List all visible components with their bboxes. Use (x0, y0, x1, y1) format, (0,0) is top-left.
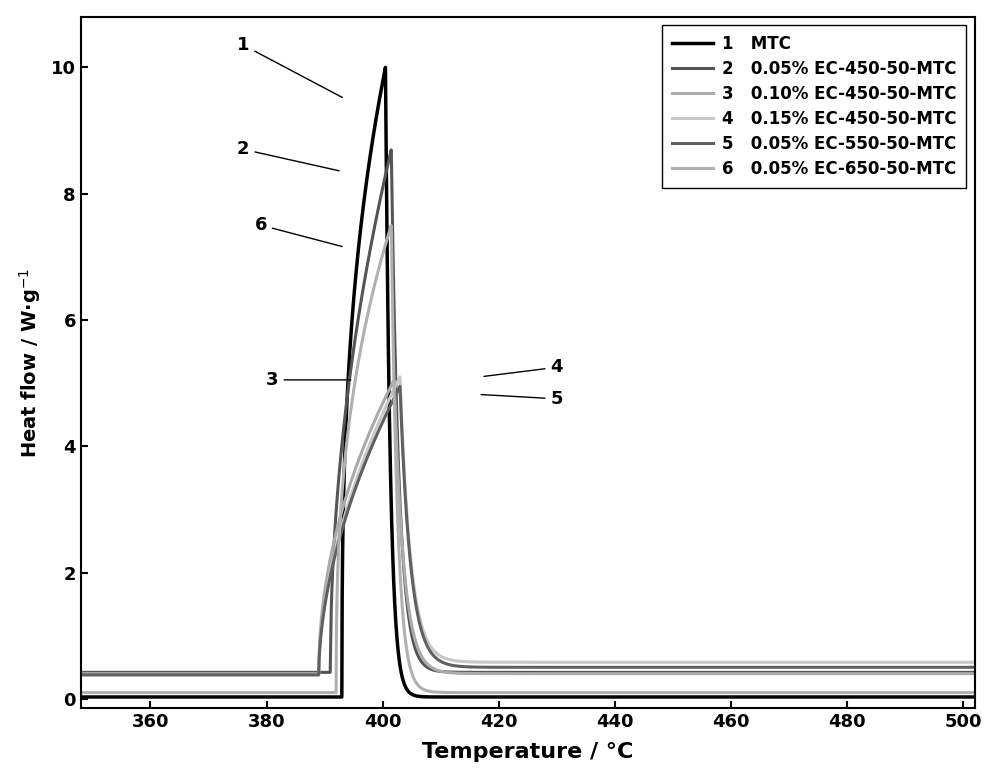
Legend: 1   MTC, 2   0.05% EC-450-50-MTC, 3   0.10% EC-450-50-MTC, 4   0.15% EC-450-50-M: 1 MTC, 2 0.05% EC-450-50-MTC, 3 0.10% EC… (662, 25, 966, 188)
Y-axis label: Heat flow / W·g$^{-1}$: Heat flow / W·g$^{-1}$ (17, 267, 43, 457)
Text: 3: 3 (266, 371, 351, 389)
Text: 2: 2 (237, 140, 339, 171)
Text: 4: 4 (484, 358, 563, 376)
Text: 5: 5 (481, 390, 563, 408)
X-axis label: Temperature / °C: Temperature / °C (422, 742, 633, 763)
Text: 1: 1 (237, 36, 342, 97)
Text: 6: 6 (254, 216, 342, 246)
